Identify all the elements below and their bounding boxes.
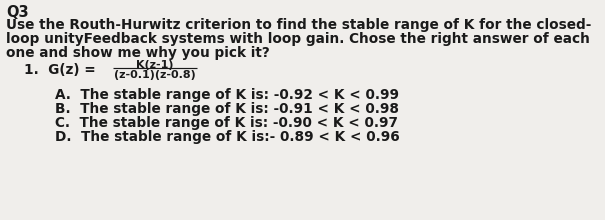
Text: (z-0.1)(z-0.8): (z-0.1)(z-0.8) xyxy=(114,70,196,80)
Text: loop unityFeedback systems with loop gain. Chose the right answer of each: loop unityFeedback systems with loop gai… xyxy=(6,32,590,46)
Text: Q3: Q3 xyxy=(6,5,28,20)
Text: D.  The stable range of K is:- 0.89 < K < 0.96: D. The stable range of K is:- 0.89 < K <… xyxy=(55,130,400,144)
Text: one and show me why you pick it?: one and show me why you pick it? xyxy=(6,46,270,60)
Text: A.  The stable range of K is: -0.92 < K < 0.99: A. The stable range of K is: -0.92 < K <… xyxy=(55,88,399,102)
Text: 1.  G(z) =: 1. G(z) = xyxy=(24,63,96,77)
Text: K(z-1): K(z-1) xyxy=(136,60,174,70)
Text: Use the Routh-Hurwitz criterion to find the stable range of K for the closed-: Use the Routh-Hurwitz criterion to find … xyxy=(6,18,591,32)
Text: C.  The stable range of K is: -0.90 < K < 0.97: C. The stable range of K is: -0.90 < K <… xyxy=(55,116,398,130)
Text: B.  The stable range of K is: -0.91 < K < 0.98: B. The stable range of K is: -0.91 < K <… xyxy=(55,102,399,116)
